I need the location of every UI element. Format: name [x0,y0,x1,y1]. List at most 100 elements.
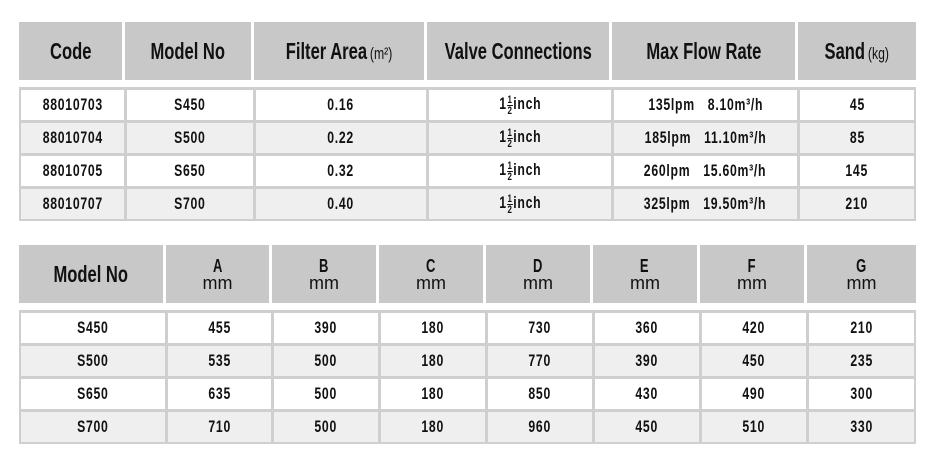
sand-value: 45 [849,95,865,114]
fraction-numerator: 1 [507,93,513,106]
cell-value: 455 [208,318,231,337]
cell-valve: 1 1 2 inch [429,156,611,186]
table-cell: 180 [381,313,485,343]
header-label: F [747,255,757,276]
flow-m3h: 11.10m³/h [704,128,767,147]
cell-value: 500 [314,351,338,370]
cell-value: S450 [77,318,109,337]
table-cell: 960 [488,412,592,442]
header-text: Max Flow Rate [645,37,762,64]
table-cell: 390 [595,346,699,376]
fraction-numerator: 1 [507,192,513,205]
header-text: Model No [150,37,226,64]
cell-value: 635 [208,384,231,403]
cell-value: 535 [208,351,231,370]
header-label: B [318,255,330,276]
table-cell: S500 [21,346,165,376]
flow-lpm: 325lpm [644,194,691,213]
cell-sand: 45 [800,90,914,120]
fraction-denominator: 2 [507,104,513,117]
table-cell: 535 [168,346,271,376]
cell-sand: 210 [800,189,914,219]
filter-spec-table: Code Model No Filter Area (m²) Valve Connect… [19,22,916,221]
table-cell: 450 [595,412,699,442]
cell-value: 850 [528,384,552,403]
cell-value: 210 [850,318,873,337]
header-text: Sand [824,37,866,64]
cell-value: 390 [314,318,338,337]
table-cell: 500 [274,379,378,409]
table-cell: 500 [274,412,378,442]
table-cell: 490 [702,379,806,409]
header-label: Max Flow Rate [646,38,761,65]
valve-unit: inch [513,94,542,114]
header-unit: (kg) [868,43,890,63]
cell-code: 88010704 [21,123,124,153]
header-unit: mm [737,272,767,293]
cell-valve: 1 1 2 inch [429,123,611,153]
header-unit: mm [846,272,877,293]
header-label: D [532,255,544,276]
header-cell: Filter Area (m²) [254,22,424,80]
table-cell: 500 [274,346,378,376]
cell-value: 500 [314,384,338,403]
cell-code: 88010703 [21,90,124,120]
fraction-denominator: 2 [507,137,513,150]
valve-whole: 1 [498,193,507,213]
table-cell: 390 [274,313,378,343]
table-cell: 710 [168,412,271,442]
cell-value: 450 [742,351,766,370]
cell-sand: 145 [800,156,914,186]
cell-model: S500 [127,123,253,153]
cell-valve: 1 1 2 inch [429,189,611,219]
flow-m3h: 19.50m³/h [703,194,767,213]
header-cell: Sand (kg) [798,22,916,80]
sand-value: 85 [849,128,865,147]
model-value: S650 [174,161,206,180]
cell-value: S700 [77,417,109,436]
cell-value: 430 [635,384,659,403]
table-cell: 850 [488,379,592,409]
cell-value: 180 [421,318,445,337]
fraction-numerator: 1 [507,159,513,172]
cell-flow: 135lpm 8.10m³/h [614,90,797,120]
valve-unit: inch [513,127,542,147]
cell-value: 180 [421,417,445,436]
table-cell: 210 [809,313,914,343]
table-cell: S450 [21,313,165,343]
cell-value: 180 [421,351,445,370]
flow-m3h: 8.10m³/h [707,95,763,114]
cell-value: 500 [314,417,338,436]
cell-sand: 85 [800,123,914,153]
header-text: Filter Area [285,37,367,64]
sand-value: 145 [845,161,869,180]
cell-value: 710 [208,417,231,436]
cell-value: S500 [77,351,109,370]
sand-value: 210 [845,194,869,213]
cell-area: 0.40 [256,189,426,219]
cell-area: 0.22 [256,123,426,153]
table-cell: S700 [21,412,165,442]
header-unit: mm [309,272,339,293]
table-cell: 300 [809,379,914,409]
table-cell: 420 [702,313,806,343]
flow-value: 260lpm 15.60m³/h [644,161,766,181]
header-unit: mm [416,272,446,293]
header-label: A [212,255,223,276]
cell-value: 450 [635,417,659,436]
dimensions-body: S450 455 390 180 730 360 420 210 S500 535 500 180 77… [19,310,916,444]
table-cell: 455 [168,313,271,343]
valve-unit: inch [513,160,542,180]
flow-m3h: 15.60m³/h [703,161,767,180]
header-label: E [640,255,650,276]
flow-lpm: 185lpm [644,128,692,147]
header-label: Sand (kg) [825,38,889,65]
cell-flow: 185lpm 11.10m³/h [614,123,797,153]
header-text: Code [49,37,92,64]
